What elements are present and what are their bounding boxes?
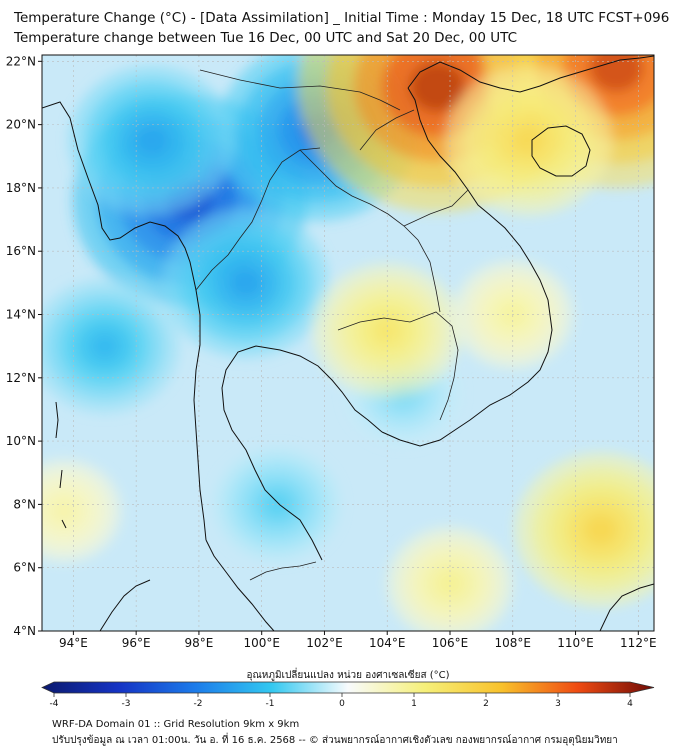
anomaly-contour xyxy=(511,125,546,156)
lon-tick-label: 100°E xyxy=(243,636,280,650)
lon-tick-label: 110°E xyxy=(557,636,594,650)
coast-gulf-thailand xyxy=(221,345,383,561)
colorbar-ticks: -4 -3 -2 -1 0 1 2 3 4 xyxy=(50,693,633,709)
border-china-north xyxy=(199,69,401,111)
anomaly-contour xyxy=(52,500,76,522)
map-title: Temperature Change (°C) - [Data Assimila… xyxy=(14,10,670,26)
footer-credit: ปรับปรุงข้อมูล ณ เวลา 01:00น. วัน อ. ที่… xyxy=(52,735,618,746)
anomaly-contour xyxy=(89,332,120,360)
coast-hainan xyxy=(531,125,591,177)
colorbar-tick-label: -1 xyxy=(266,699,275,709)
anomaly-contour xyxy=(135,125,169,156)
lat-tick-label: 14°N xyxy=(6,308,36,322)
lon-tick-label: 94°E xyxy=(59,636,88,650)
coast-cambodia-vietnam xyxy=(381,87,553,447)
graticule xyxy=(42,55,654,631)
colorbar-bar xyxy=(41,681,655,694)
anomaly-hot-hainan xyxy=(445,65,612,216)
anomaly-contour xyxy=(409,61,466,112)
colorbar-tick-label: -4 xyxy=(50,699,59,709)
temperature-field xyxy=(42,55,654,631)
anomaly-warm-south-china-sea xyxy=(514,452,654,607)
anomaly-contour xyxy=(583,514,618,546)
coast-south-china xyxy=(407,55,654,93)
lon-tick-label: 106°E xyxy=(432,636,469,650)
lat-tick-label: 22°N xyxy=(6,54,36,68)
border-thailand-malaysia xyxy=(249,561,317,581)
lon-tick-label: 102°E xyxy=(306,636,343,650)
lat-tick-label: 6°N xyxy=(13,561,36,575)
colorbar-tick-label: 3 xyxy=(555,699,561,709)
coast-borneo xyxy=(599,583,654,631)
lat-tick-label: 16°N xyxy=(6,244,36,258)
lon-tick-label: 108°E xyxy=(495,636,532,650)
anomaly-contour xyxy=(437,572,463,595)
footer-model-info: WRF-DA Domain 01 :: Grid Resolution 9km … xyxy=(52,719,300,730)
border-myanmar-thailand xyxy=(195,147,321,291)
colorbar-title: อุณหภูมิเปลี่ยนแปลง หน่วย องศาเซลเซียส (… xyxy=(246,667,449,681)
coastlines xyxy=(42,55,654,631)
anomaly-cold-andaman xyxy=(42,279,180,414)
map-subtitle: Temperature change between Tue 16 Dec, 0… xyxy=(14,30,518,46)
lat-tick-label: 4°N xyxy=(13,624,36,638)
border-thailand-cambodia xyxy=(337,311,459,379)
colorbar-tick-label: -2 xyxy=(194,699,203,709)
map-plot-area xyxy=(42,55,654,631)
lat-tick-label: 8°N xyxy=(13,497,36,511)
colorbar-tick-label: 2 xyxy=(483,699,489,709)
colorbar-tick-label: 4 xyxy=(627,699,633,709)
national-borders xyxy=(195,69,469,581)
map-axes: 94°E 96°E 98°E 100°E 102°E 104°E 106°E 108°E 110… xyxy=(6,54,657,650)
border-laos-vietnam xyxy=(359,109,469,227)
colorbar-tick-label: 0 xyxy=(339,699,345,709)
lat-tick-label: 20°N xyxy=(6,118,36,132)
anomaly-contour xyxy=(589,55,644,92)
border-thailand-laos xyxy=(299,149,441,313)
coast-sumatra xyxy=(99,579,151,631)
colorbar-tick-label: -3 xyxy=(122,699,131,709)
colorbar-tick-label: 1 xyxy=(411,699,417,709)
coast-malay-west xyxy=(205,539,275,631)
anomaly-cold-upper-thailand xyxy=(163,208,329,358)
lon-tick-label: 112°E xyxy=(620,636,657,650)
lat-tick-label: 12°N xyxy=(6,371,36,385)
coast-andaman-islands xyxy=(55,401,67,529)
anomaly-warm-sumatra-west xyxy=(42,459,122,563)
coast-myanmar-west xyxy=(42,101,207,541)
lon-tick-label: 98°E xyxy=(184,636,213,650)
map-frame xyxy=(41,54,655,632)
lon-tick-label: 96°E xyxy=(122,636,151,650)
anomaly-warm-southern-sea xyxy=(386,526,514,631)
colorbar: อุณหภูมิเปลี่ยนแปลง หน่วย องศาเซลเซียส (… xyxy=(41,667,655,709)
lat-tick-label: 10°N xyxy=(6,434,36,448)
border-cambodia-vietnam xyxy=(439,377,455,421)
anomaly-cold-west-myanmar xyxy=(68,65,235,216)
anomaly-contour xyxy=(229,267,263,298)
lat-tick-label: 18°N xyxy=(6,181,36,195)
lon-tick-label: 104°E xyxy=(369,636,406,650)
